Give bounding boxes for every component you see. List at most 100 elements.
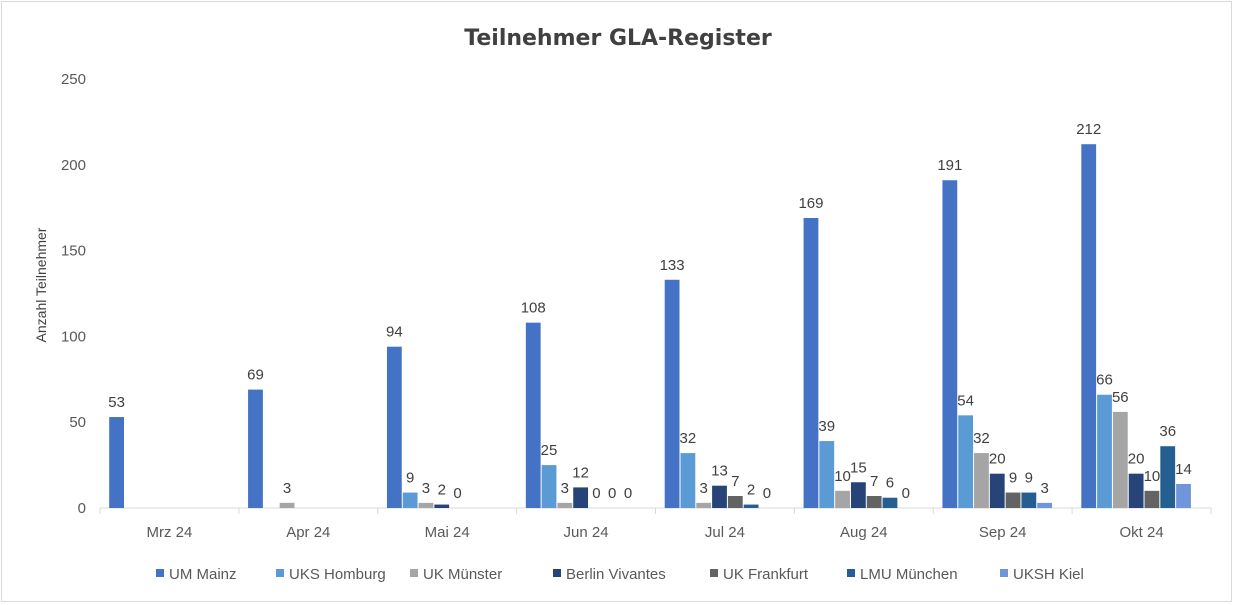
data-label: 108 [521, 300, 546, 317]
data-label: 13 [711, 463, 728, 480]
data-label: 6 [886, 475, 894, 492]
data-label: 14 [1175, 461, 1192, 478]
bar [727, 495, 743, 508]
data-label: 3 [283, 480, 291, 497]
data-label: 32 [973, 430, 990, 447]
data-label: 20 [989, 451, 1006, 468]
data-label: 2 [438, 482, 446, 499]
data-label: 7 [731, 473, 739, 490]
bar [664, 279, 680, 508]
data-label: 0 [624, 485, 632, 502]
data-label: 0 [592, 485, 600, 502]
bar [835, 490, 850, 508]
data-label: 9 [1025, 470, 1033, 487]
y-axis: 0 50 100 150 200 250 [61, 71, 86, 517]
bar [803, 217, 819, 508]
legend-label: UM Mainz [169, 566, 237, 583]
bar [1144, 490, 1160, 508]
legend-swatch [276, 569, 284, 577]
bar [819, 441, 835, 508]
bar [1021, 492, 1037, 508]
data-label: 9 [406, 470, 414, 487]
x-tick-label: Okt 24 [1119, 524, 1163, 541]
data-label: 94 [386, 324, 403, 341]
bar [989, 473, 1005, 508]
bars [109, 144, 1191, 508]
bar [386, 346, 402, 508]
bar [882, 497, 898, 508]
bar [1112, 411, 1128, 508]
x-tick-label: Sep 24 [979, 524, 1027, 541]
legend-swatch [156, 569, 164, 577]
x-tick-label: Apr 24 [286, 524, 330, 541]
legend-swatch [410, 569, 418, 577]
bar [696, 502, 712, 508]
x-tick-label: Jun 24 [564, 524, 609, 541]
data-label: 3 [422, 480, 430, 497]
legend-label: UKS Homburg [289, 566, 386, 583]
legend-label: UKSH Kiel [1013, 566, 1084, 583]
legend-label: Berlin Vivantes [566, 566, 666, 583]
legend-swatch [1000, 569, 1008, 577]
data-label: 66 [1096, 372, 1113, 389]
data-label: 56 [1112, 389, 1129, 406]
legend-swatch [553, 569, 561, 577]
data-label: 10 [1144, 468, 1161, 485]
legend-label: UK Frankfurt [723, 566, 809, 583]
y-tick-label: 200 [61, 157, 86, 174]
data-label: 3 [1040, 480, 1048, 497]
data-label: 2 [747, 482, 755, 499]
data-label: 53 [108, 394, 125, 411]
legend: UM Mainz UKS Homburg UK Münster Berlin Viva… [156, 566, 1084, 583]
data-label: 25 [541, 442, 558, 459]
legend-swatch [847, 569, 855, 577]
legend-label: LMU München [860, 566, 958, 583]
y-axis-label: Anzahl Teilnehmer [33, 227, 49, 342]
bar [1081, 144, 1097, 508]
data-label: 0 [608, 485, 616, 502]
bar [743, 504, 759, 508]
data-label: 212 [1076, 121, 1101, 138]
data-label: 133 [660, 257, 685, 274]
bar [525, 322, 541, 508]
bar [1005, 492, 1021, 508]
x-tick-label: Mrz 24 [147, 524, 193, 541]
bar [1097, 394, 1112, 508]
data-label: 15 [850, 459, 867, 476]
bar [974, 453, 989, 508]
x-tick-label: Jul 24 [705, 524, 745, 541]
data-label: 36 [1159, 423, 1176, 440]
bar [434, 504, 450, 508]
y-tick-label: 50 [69, 414, 86, 431]
data-label: 12 [572, 464, 589, 481]
data-label: 20 [1128, 451, 1145, 468]
legend-label: UK Münster [423, 566, 502, 583]
data-label: 9 [1009, 470, 1017, 487]
bar [712, 485, 727, 508]
bar [418, 502, 434, 508]
bar [958, 415, 974, 508]
y-tick-label: 100 [61, 328, 86, 345]
bar [573, 487, 589, 508]
chart-title: Teilnehmer GLA-Register [464, 26, 772, 51]
bar [1176, 483, 1191, 508]
y-tick-label: 250 [61, 71, 86, 88]
bar [1128, 473, 1144, 508]
bar [942, 180, 958, 508]
y-tick-label: 150 [61, 243, 86, 260]
bar [279, 502, 295, 508]
data-label: 54 [957, 392, 974, 409]
x-axis: Mrz 24 Apr 24 Mai 24 Jun 24 Jul 24 Aug 24 Sep … [99, 507, 1212, 541]
data-label: 169 [798, 195, 823, 212]
data-label: 39 [818, 418, 835, 435]
data-label: 0 [453, 485, 461, 502]
data-label: 3 [561, 480, 569, 497]
bar [1037, 502, 1053, 508]
bar [1160, 446, 1176, 508]
data-label: 3 [700, 480, 708, 497]
legend-swatch [710, 569, 718, 577]
y-tick-label: 0 [78, 500, 86, 517]
bar [557, 502, 573, 508]
